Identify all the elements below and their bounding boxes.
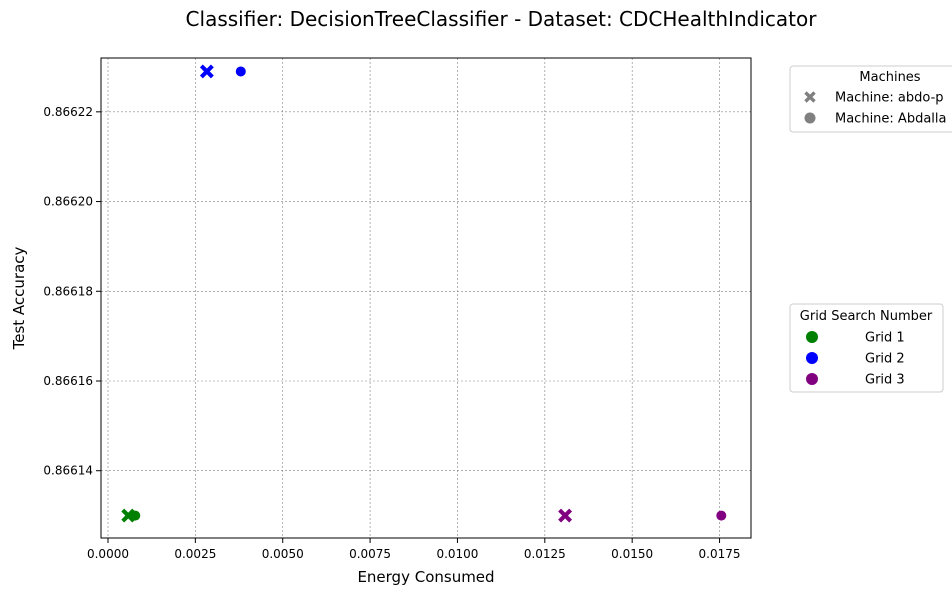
x-tick-label: 0.0175 [699,547,741,561]
plot-frame [100,57,752,539]
legend-machines: Machines Machine: abdo-p Machine: Abdalla [789,65,952,133]
x-tick-label: 0.0050 [262,547,304,561]
x-tick-label: 0.0125 [524,547,566,561]
data-point-circle [235,66,246,77]
y-tick-label: 0.86618 [43,284,93,298]
legend-machine-label: Machine: abdo-p [835,91,944,106]
data-point-circle [716,510,727,521]
gridlines [101,58,751,538]
legend-grids-box [789,303,944,393]
data-point-circle [130,510,141,521]
legend-grids-title: Grid Search Number [800,309,933,324]
legend-grid-marker [806,352,818,364]
x-tick-label: 0.0150 [611,547,653,561]
legend-machine-label: Machine: Abdalla [835,112,946,127]
x-tick-label: 0.0000 [87,547,129,561]
x-tick-label: 0.0075 [349,547,391,561]
y-tick-label: 0.86622 [43,105,93,119]
legend-grid-label: Grid 3 [865,373,905,388]
chart-title: Classifier: DecisionTreeClassifier - Dat… [186,7,818,31]
legend-machines-title: Machines [859,70,920,85]
y-tick-label: 0.86616 [43,374,93,388]
legend-grid-label: Grid 1 [865,331,905,346]
x-axis-ticks: 0.0000 0.0025 0.0050 0.0075 0.0100 0.0125 0.01… [87,538,741,561]
y-tick-label: 0.86620 [43,195,93,209]
y-axis-label: Test Accuracy [10,246,28,350]
y-tick-label: 0.86614 [43,464,93,478]
x-tick-label: 0.0100 [436,547,478,561]
x-tick-label: 0.0025 [174,547,216,561]
legend-grid-label: Grid 2 [865,352,905,367]
legend-grid-marker [806,373,818,385]
data-point-x-marker [199,64,214,79]
legend-grid-marker [806,331,818,343]
data-points [121,64,727,523]
y-axis-ticks: 0.86614 0.86616 0.86618 0.86620 0.86622 [43,105,101,478]
data-point-x-marker [558,508,573,523]
legend-grids: Grid Search Number Grid 1 Grid 2 Grid 3 [789,303,944,393]
x-axis-label: Energy Consumed [357,568,494,586]
legend-circle-marker [804,112,816,124]
legend-machines-box [789,65,952,133]
legend-x-marker [804,91,816,103]
